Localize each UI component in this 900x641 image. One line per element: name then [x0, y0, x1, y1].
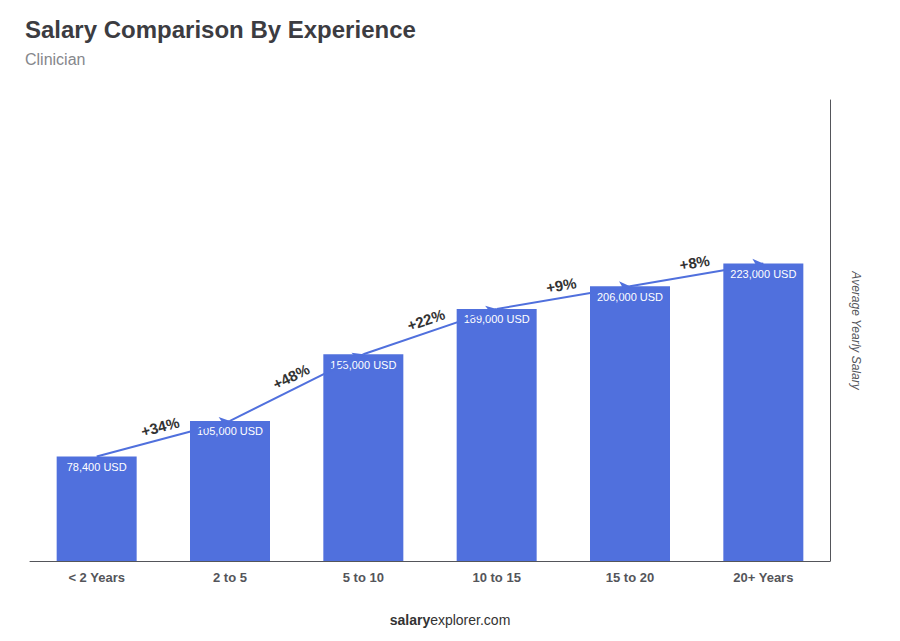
svg-text:+9%: +9%	[545, 274, 578, 296]
svg-text:206,000 USD: 206,000 USD	[597, 291, 663, 303]
svg-text:155,000 USD: 155,000 USD	[330, 358, 397, 371]
svg-text:2 to 5: 2 to 5	[213, 570, 247, 585]
svg-text:explorer.com: explorer.com	[430, 612, 510, 628]
svg-text:78,400 USD: 78,400 USD	[67, 461, 127, 473]
svg-text:Clinician: Clinician	[25, 51, 85, 68]
svg-text:< 2 Years: < 2 Years	[68, 570, 125, 585]
svg-text:5 to 10: 5 to 10	[343, 570, 384, 585]
svg-text:223,000 USD: 223,000 USD	[730, 268, 796, 280]
svg-text:15 to 20: 15 to 20	[606, 570, 654, 585]
svg-text:+8%: +8%	[678, 252, 711, 274]
svg-text:+48%: +48%	[270, 360, 312, 393]
svg-text:+22%: +22%	[405, 305, 447, 334]
svg-text:+34%: +34%	[139, 413, 181, 439]
svg-text:salary: salary	[390, 612, 431, 628]
svg-text:105,000 USD: 105,000 USD	[197, 425, 263, 438]
svg-text:Average Yearly Salary: Average Yearly Salary	[849, 270, 863, 390]
svg-text:20+ Years: 20+ Years	[733, 570, 793, 585]
svg-text:10 to 15: 10 to 15	[472, 570, 520, 585]
svg-text:189,000 USD: 189,000 USD	[464, 313, 530, 325]
svg-text:Salary Comparison By Experienc: Salary Comparison By Experience	[25, 16, 416, 43]
